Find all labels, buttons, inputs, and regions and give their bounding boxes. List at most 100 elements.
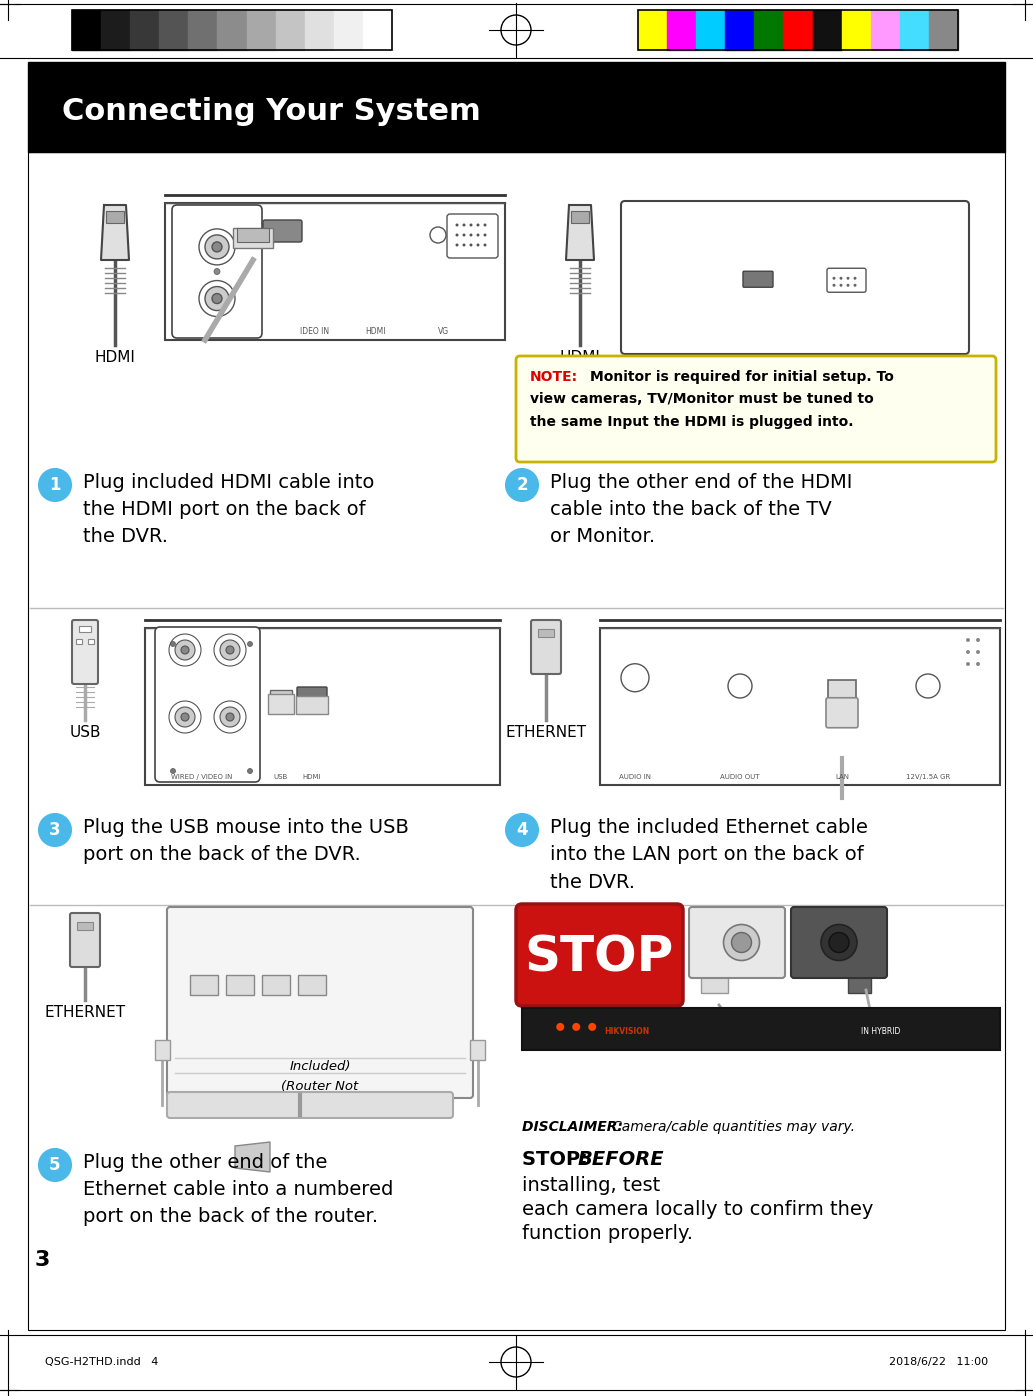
- Circle shape: [723, 924, 759, 960]
- Circle shape: [966, 651, 970, 653]
- FancyBboxPatch shape: [531, 620, 561, 674]
- Text: 1: 1: [50, 476, 61, 494]
- Circle shape: [199, 229, 234, 265]
- FancyBboxPatch shape: [516, 356, 996, 462]
- Text: Plug the other end of the HDMI
cable into the back of the TV
or Monitor.: Plug the other end of the HDMI cable int…: [550, 473, 852, 546]
- FancyBboxPatch shape: [173, 205, 262, 338]
- Circle shape: [169, 701, 201, 733]
- Bar: [363, 10, 392, 50]
- Circle shape: [916, 674, 940, 698]
- Bar: [88, 639, 94, 644]
- FancyBboxPatch shape: [791, 907, 887, 979]
- Bar: [638, 10, 667, 50]
- Bar: [79, 625, 91, 632]
- Text: AUDIO OUT: AUDIO OUT: [720, 773, 759, 780]
- Text: Plug the included Ethernet cable
into the LAN port on the back of
the DVR.: Plug the included Ethernet cable into th…: [550, 818, 868, 892]
- Circle shape: [483, 233, 487, 236]
- Circle shape: [483, 243, 487, 247]
- Bar: [28, 152, 1005, 1330]
- Circle shape: [212, 293, 222, 303]
- Circle shape: [170, 769, 176, 773]
- Circle shape: [833, 276, 836, 279]
- Bar: [571, 211, 589, 223]
- FancyBboxPatch shape: [263, 221, 302, 242]
- Bar: [276, 10, 305, 50]
- Bar: [237, 228, 269, 242]
- Circle shape: [821, 924, 857, 960]
- Circle shape: [456, 243, 459, 247]
- FancyBboxPatch shape: [167, 1092, 453, 1118]
- Bar: [754, 10, 783, 50]
- Bar: [0, 1330, 1033, 1396]
- FancyBboxPatch shape: [516, 905, 683, 1007]
- Circle shape: [226, 646, 234, 653]
- FancyBboxPatch shape: [167, 907, 473, 1099]
- Text: 2018/6/22   11:00: 2018/6/22 11:00: [888, 1357, 988, 1367]
- Circle shape: [181, 713, 189, 720]
- Circle shape: [966, 662, 970, 666]
- Text: 3: 3: [35, 1249, 51, 1270]
- Text: HIKVISION: HIKVISION: [604, 1026, 650, 1036]
- Text: HDMI: HDMI: [366, 327, 386, 336]
- Circle shape: [470, 223, 472, 226]
- Circle shape: [470, 233, 472, 236]
- Bar: [538, 630, 554, 637]
- Circle shape: [572, 1023, 581, 1030]
- Circle shape: [456, 233, 459, 236]
- FancyBboxPatch shape: [689, 907, 785, 979]
- Circle shape: [226, 713, 234, 720]
- Circle shape: [463, 233, 466, 236]
- Bar: [270, 690, 292, 702]
- Bar: [0, 0, 1033, 61]
- Circle shape: [463, 223, 466, 226]
- Circle shape: [39, 469, 71, 501]
- Circle shape: [212, 242, 222, 251]
- Bar: [828, 680, 856, 699]
- Circle shape: [175, 639, 195, 660]
- Circle shape: [39, 1149, 71, 1181]
- Circle shape: [853, 276, 856, 279]
- Bar: [600, 628, 1000, 785]
- Circle shape: [476, 223, 479, 226]
- Polygon shape: [566, 205, 594, 260]
- FancyBboxPatch shape: [155, 627, 260, 782]
- Text: HDMI: HDMI: [95, 350, 135, 364]
- Circle shape: [214, 701, 246, 733]
- Circle shape: [976, 651, 980, 653]
- Circle shape: [463, 243, 466, 247]
- Circle shape: [840, 283, 843, 286]
- Circle shape: [199, 281, 234, 317]
- FancyBboxPatch shape: [826, 698, 858, 727]
- Text: 5: 5: [50, 1156, 61, 1174]
- Bar: [701, 974, 728, 993]
- Text: Plug the USB mouse into the USB
port on the back of the DVR.: Plug the USB mouse into the USB port on …: [83, 818, 409, 864]
- Bar: [159, 10, 188, 50]
- Bar: [296, 697, 328, 713]
- Circle shape: [506, 469, 538, 501]
- Circle shape: [731, 933, 751, 952]
- Bar: [871, 10, 900, 50]
- Circle shape: [220, 706, 240, 727]
- Text: USB: USB: [69, 725, 101, 740]
- FancyBboxPatch shape: [70, 913, 100, 967]
- Circle shape: [976, 638, 980, 642]
- Bar: [848, 974, 871, 993]
- Text: 2: 2: [516, 476, 528, 494]
- Circle shape: [966, 638, 970, 642]
- FancyBboxPatch shape: [72, 620, 98, 684]
- Circle shape: [214, 634, 246, 666]
- Bar: [28, 61, 1005, 152]
- Polygon shape: [101, 205, 129, 260]
- Bar: [522, 1008, 1000, 1050]
- Text: IN HYBRID: IN HYBRID: [860, 1026, 900, 1036]
- Bar: [155, 1040, 170, 1060]
- Text: 12V/1.5A GR: 12V/1.5A GR: [906, 773, 950, 780]
- Bar: [929, 10, 958, 50]
- Text: QSG-H2THD.indd   4: QSG-H2THD.indd 4: [45, 1357, 158, 1367]
- Polygon shape: [234, 1142, 270, 1173]
- Text: IDEO IN: IDEO IN: [300, 327, 330, 336]
- Text: NOTE:: NOTE:: [530, 370, 578, 384]
- Circle shape: [476, 233, 479, 236]
- Bar: [842, 10, 871, 50]
- Text: USB: USB: [274, 773, 288, 780]
